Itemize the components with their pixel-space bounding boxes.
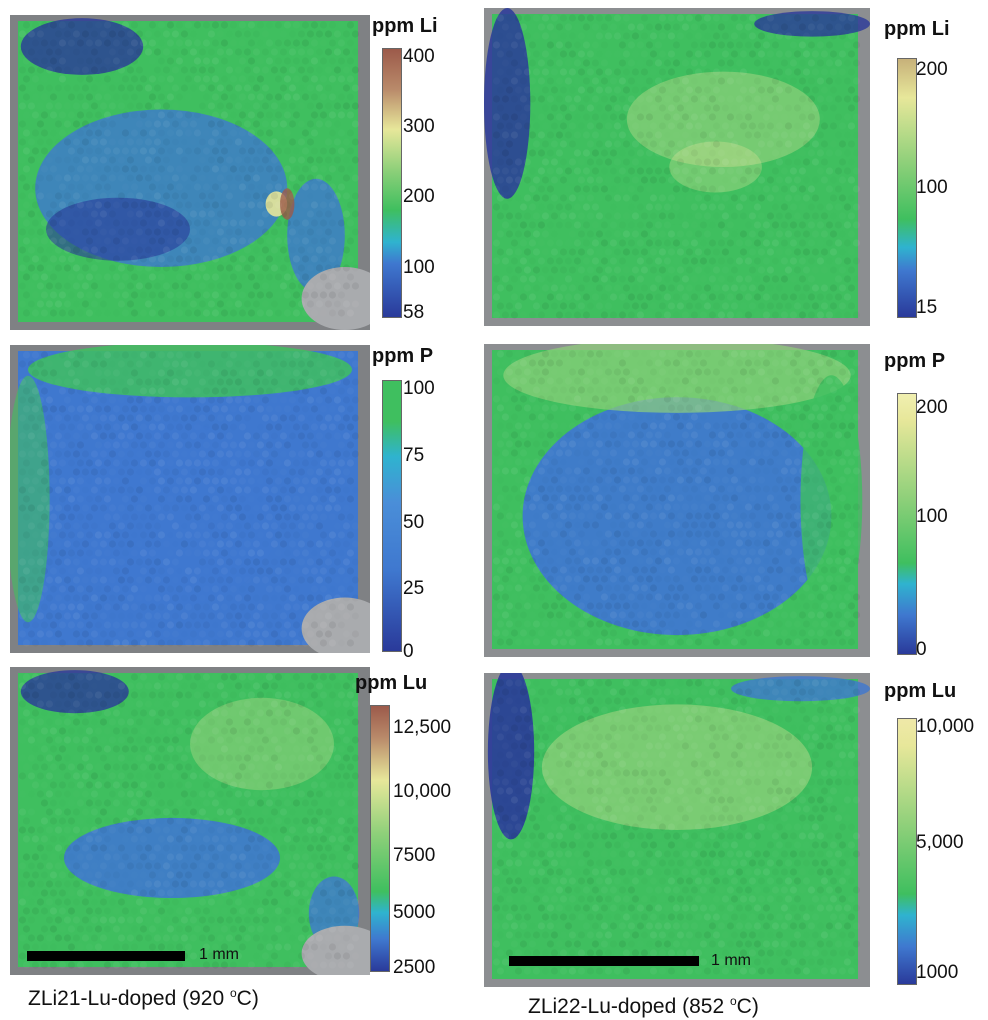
scale-bar-label-left: 1 mm (199, 946, 239, 963)
colorbar-tick: 100 (916, 506, 948, 527)
map-region (487, 673, 535, 840)
spot-texture (492, 14, 861, 319)
p-map-zli21-svg (10, 345, 370, 653)
caption-text: ZLi22-Lu-doped (852 (528, 995, 730, 1018)
li-map-zli21-svg (18, 18, 370, 330)
caption-text: ZLi21-Lu-doped (920 (28, 987, 230, 1010)
map-region (10, 375, 50, 623)
p-map-zli22-svg (492, 344, 863, 649)
colorbar-p-right (897, 393, 917, 655)
caption-degree-sup: o (729, 994, 737, 1008)
map-region (301, 925, 370, 975)
map-region (28, 345, 352, 398)
colorbar-tick: 5,000 (916, 832, 964, 853)
colorbar-tick: 100 (403, 378, 435, 399)
colorbar-tick: 0 (403, 641, 414, 662)
map-region (561, 224, 793, 301)
map-region (484, 8, 531, 199)
colorbar-tick: 15 (916, 297, 938, 318)
map-region (20, 18, 144, 75)
colorbar-tick: 5000 (393, 902, 436, 923)
colorbar-title-p-right: ppm P (884, 350, 946, 372)
map-region (626, 71, 820, 167)
map-region (20, 670, 129, 714)
colorbar-tick: 300 (403, 116, 435, 137)
colorbar-tick: 50 (403, 512, 425, 533)
map-region (541, 704, 813, 830)
map-panel-zli21-p (10, 345, 370, 653)
lu-map-zli21 (10, 667, 370, 975)
map-panel-zli21-li (10, 15, 370, 330)
spot-texture (18, 21, 360, 317)
map-region (503, 344, 851, 413)
li-map-zli22 (484, 8, 870, 326)
map-region (280, 188, 295, 220)
colorbar-lu-right (897, 718, 917, 985)
scale-bar-right (509, 956, 699, 966)
li-map-zli22-svg (484, 8, 870, 319)
colorbar-tick: 75 (403, 445, 425, 466)
colorbar-tick: 12,500 (393, 717, 452, 738)
map-region (301, 597, 370, 653)
map-panel-zli22-lu (484, 673, 870, 987)
sample-caption-left: ZLi21-Lu-doped (920 oC) (28, 987, 259, 1011)
li-map-zli21 (10, 15, 370, 330)
colorbar-tick: 100 (403, 257, 435, 278)
sample-caption-right: ZLi22-Lu-doped (852 oC) (528, 995, 759, 1019)
map-region (669, 141, 762, 193)
spot-texture (18, 351, 360, 647)
colorbar-title-li-right: ppm Li (884, 18, 950, 40)
colorbar-tick: 200 (916, 397, 948, 418)
p-map-zli22 (484, 344, 870, 657)
colorbar-title-li-left: ppm Li (372, 15, 438, 37)
spot-texture (492, 679, 861, 975)
scale-bar-label-right: 1 mm (711, 952, 751, 969)
colorbar-tick: 400 (403, 46, 435, 67)
colorbar-tick: 2500 (393, 957, 436, 978)
map-region (64, 817, 280, 898)
colorbar-title-p-left: ppm P (372, 345, 434, 367)
map-region (46, 197, 190, 261)
scale-bar-left (27, 951, 185, 961)
map-panel-zli22-p (484, 344, 870, 657)
colorbar-tick: 100 (916, 177, 948, 198)
caption-unit: C) (736, 995, 759, 1018)
caption-degree-sup: o (229, 986, 237, 1000)
colorbar-lu-left (370, 705, 390, 972)
colorbar-tick: 25 (403, 578, 425, 599)
map-region (800, 375, 863, 626)
spot-texture (492, 350, 861, 646)
colorbar-p-left (382, 380, 402, 652)
colorbar-tick: 10,000 (916, 716, 975, 737)
lu-map-zli22-svg (487, 673, 870, 979)
colorbar-li-left (382, 48, 402, 318)
map-region (707, 830, 801, 893)
colorbar-tick: 7500 (393, 845, 436, 866)
map-region (287, 178, 345, 293)
map-panel-zli21-lu (10, 667, 370, 975)
colorbar-tick: 1000 (916, 962, 959, 983)
colorbar-tick: 0 (916, 639, 927, 660)
spot-texture (18, 673, 360, 969)
map-region (522, 397, 832, 636)
map-region (301, 267, 370, 330)
colorbar-tick: 200 (916, 59, 948, 80)
colorbar-title-lu-left: ppm Lu (355, 672, 428, 694)
p-map-zli21 (10, 345, 370, 653)
caption-unit: C) (236, 987, 259, 1010)
map-panel-zli22-li (484, 8, 870, 326)
map-region (731, 676, 870, 702)
colorbar-title-lu-right: ppm Lu (884, 680, 957, 702)
lu-map-zli22 (484, 673, 870, 987)
colorbar-tick: 10,000 (393, 781, 452, 802)
colorbar-tick: 200 (403, 186, 435, 207)
map-region (190, 697, 334, 791)
lu-map-zli21-svg (18, 670, 370, 975)
colorbar-li-right (897, 58, 917, 318)
colorbar-tick: 58 (403, 302, 425, 323)
map-region (754, 11, 870, 37)
map-region (64, 422, 280, 607)
